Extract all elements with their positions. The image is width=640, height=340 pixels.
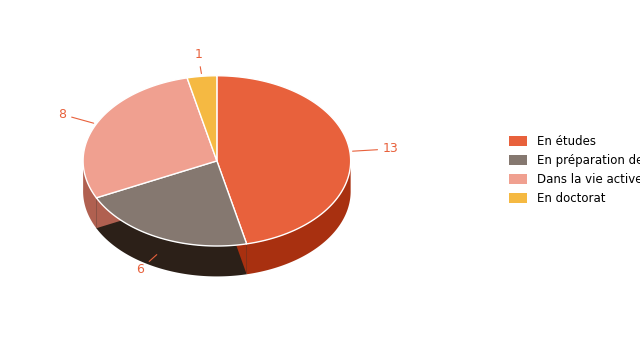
Text: 8: 8	[58, 108, 93, 123]
Text: 6: 6	[136, 255, 157, 276]
Legend: En études, En préparation de concours, Dans la vie active, En doctorat: En études, En préparation de concours, D…	[505, 131, 640, 209]
Polygon shape	[97, 198, 246, 276]
Polygon shape	[83, 78, 217, 198]
Polygon shape	[217, 161, 246, 274]
Polygon shape	[97, 161, 217, 228]
Polygon shape	[83, 159, 97, 228]
Text: 13: 13	[353, 142, 399, 155]
Text: 1: 1	[194, 48, 202, 73]
Polygon shape	[246, 160, 351, 274]
Polygon shape	[217, 161, 246, 274]
Polygon shape	[217, 76, 351, 244]
Polygon shape	[187, 76, 217, 161]
Polygon shape	[97, 161, 217, 228]
Polygon shape	[97, 161, 246, 246]
